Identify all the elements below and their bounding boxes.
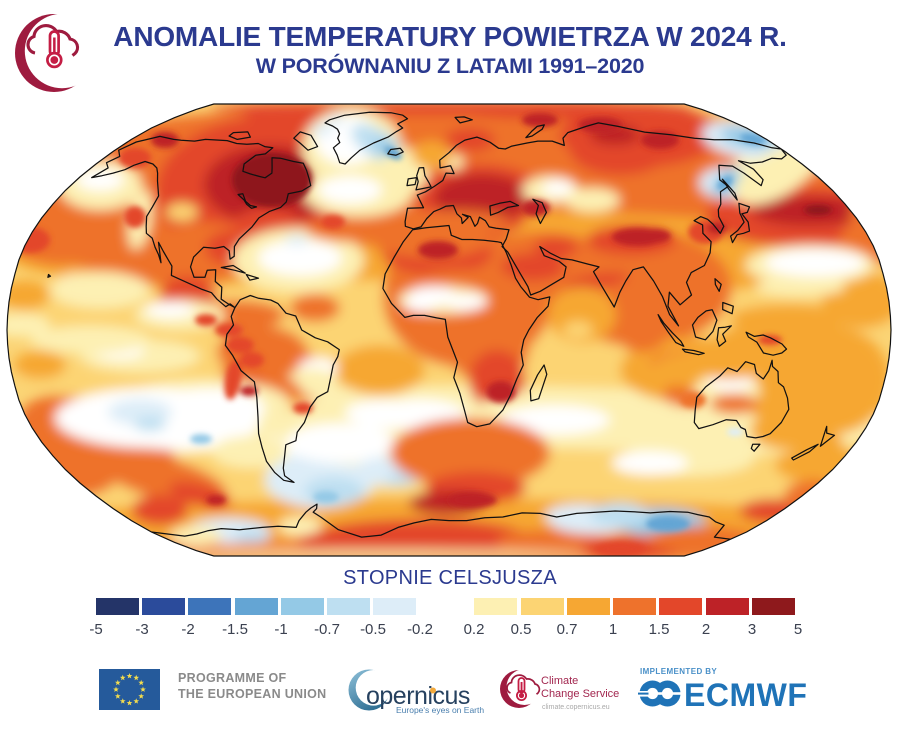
svg-text:Climate: Climate (541, 675, 578, 687)
svg-text:Change Service: Change Service (541, 688, 619, 700)
svg-text:Europe's eyes on Earth: Europe's eyes on Earth (396, 705, 484, 715)
svg-text:climate.copernicus.eu: climate.copernicus.eu (542, 704, 610, 711)
svg-text:ECMWF: ECMWF (684, 679, 807, 711)
svg-text:opernicus: opernicus (366, 682, 470, 710)
